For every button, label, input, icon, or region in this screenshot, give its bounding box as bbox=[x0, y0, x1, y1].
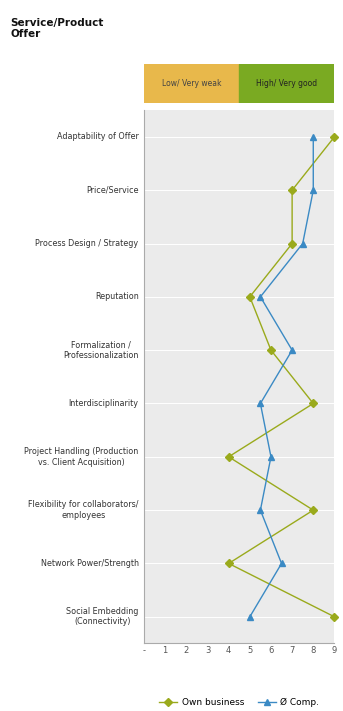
Text: Process Design / Strategy: Process Design / Strategy bbox=[35, 239, 139, 248]
Text: Low/ Very weak: Low/ Very weak bbox=[162, 79, 221, 88]
Text: Interdisciplinarity: Interdisciplinarity bbox=[69, 399, 139, 408]
Bar bbox=[144, 64, 239, 103]
Text: Flexibility for collaborators/
employees: Flexibility for collaborators/ employees bbox=[28, 501, 139, 520]
Bar bbox=[239, 64, 334, 103]
Text: Project Handling (Production
vs. Client Acquisition): Project Handling (Production vs. Client … bbox=[24, 447, 139, 466]
Text: Adaptability of Offer: Adaptability of Offer bbox=[57, 132, 139, 141]
Text: High/ Very good: High/ Very good bbox=[256, 79, 317, 88]
Text: Service/Product
Offer: Service/Product Offer bbox=[10, 18, 104, 39]
Text: Network Power/Strength: Network Power/Strength bbox=[40, 559, 139, 568]
Text: Formalization /
Professionalization: Formalization / Professionalization bbox=[63, 341, 139, 360]
Legend: Own business, Ø Comp.: Own business, Ø Comp. bbox=[156, 695, 323, 711]
Text: Reputation: Reputation bbox=[95, 292, 139, 301]
Text: Social Embedding
(Connectivity): Social Embedding (Connectivity) bbox=[66, 607, 139, 626]
Text: Price/Service: Price/Service bbox=[86, 186, 139, 195]
